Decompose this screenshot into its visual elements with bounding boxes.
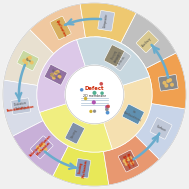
Circle shape	[101, 92, 103, 94]
Circle shape	[25, 62, 27, 65]
Circle shape	[125, 163, 128, 165]
Circle shape	[163, 81, 166, 84]
Circle shape	[40, 144, 43, 147]
Circle shape	[53, 76, 55, 79]
Text: Oxidative
Etching: Oxidative Etching	[108, 48, 121, 64]
Wedge shape	[3, 80, 43, 136]
Circle shape	[92, 101, 95, 104]
Text: 2D membrane: 2D membrane	[83, 94, 106, 98]
Circle shape	[65, 65, 124, 124]
Circle shape	[100, 83, 102, 85]
Circle shape	[106, 112, 109, 114]
Circle shape	[58, 75, 61, 78]
Wedge shape	[4, 30, 54, 85]
Circle shape	[30, 61, 33, 64]
Wedge shape	[104, 135, 159, 185]
FancyBboxPatch shape	[98, 10, 115, 31]
FancyBboxPatch shape	[118, 150, 139, 172]
Text: Surface: Surface	[155, 124, 167, 133]
Circle shape	[171, 83, 173, 86]
FancyBboxPatch shape	[136, 31, 158, 53]
Wedge shape	[77, 37, 149, 85]
FancyBboxPatch shape	[104, 45, 124, 67]
Wedge shape	[13, 121, 68, 176]
Wedge shape	[146, 53, 186, 109]
Wedge shape	[104, 77, 152, 149]
Circle shape	[165, 84, 168, 87]
Text: Functionalization: Functionalization	[6, 100, 35, 112]
Text: Auxiliary: Auxiliary	[141, 36, 153, 48]
Circle shape	[129, 157, 132, 160]
FancyBboxPatch shape	[30, 136, 53, 159]
Text: Knudsen
Diffusion: Knudsen Diffusion	[121, 153, 136, 170]
FancyBboxPatch shape	[44, 64, 67, 85]
Text: Pure: Pure	[24, 57, 32, 64]
Wedge shape	[121, 13, 176, 68]
Wedge shape	[53, 146, 109, 186]
Wedge shape	[135, 104, 185, 159]
Circle shape	[51, 74, 53, 76]
Circle shape	[56, 71, 59, 73]
Wedge shape	[40, 104, 112, 152]
Circle shape	[81, 89, 83, 91]
Circle shape	[54, 72, 57, 74]
Text: Defect: Defect	[85, 86, 104, 91]
Circle shape	[94, 110, 95, 112]
Circle shape	[106, 106, 108, 108]
Text: Application: Application	[55, 19, 67, 37]
Text: Sieving
Mechanism: Sieving Mechanism	[77, 158, 88, 178]
Circle shape	[23, 59, 26, 62]
Circle shape	[127, 158, 130, 160]
Circle shape	[167, 80, 170, 82]
Circle shape	[169, 79, 171, 81]
Wedge shape	[94, 37, 149, 85]
FancyBboxPatch shape	[122, 104, 144, 124]
Wedge shape	[30, 4, 85, 54]
Text: Solution-diffusion
Mechanism: Solution-diffusion Mechanism	[28, 134, 55, 161]
FancyBboxPatch shape	[11, 98, 31, 115]
FancyBboxPatch shape	[150, 118, 172, 139]
Circle shape	[84, 98, 87, 100]
Text: Solution-
diffusion: Solution- diffusion	[49, 68, 63, 81]
Text: Oxidative
Etching: Oxidative Etching	[13, 101, 28, 111]
Text: Ion
Bombardment: Ion Bombardment	[122, 106, 144, 122]
Circle shape	[107, 105, 109, 108]
Text: Composite: Composite	[103, 13, 109, 28]
Circle shape	[131, 162, 133, 164]
Circle shape	[39, 149, 41, 151]
Wedge shape	[37, 40, 85, 112]
Circle shape	[29, 57, 31, 59]
Circle shape	[93, 91, 96, 94]
Circle shape	[90, 110, 92, 112]
FancyBboxPatch shape	[158, 74, 178, 91]
Text: Sieving: Sieving	[71, 128, 79, 139]
Circle shape	[44, 148, 47, 150]
FancyBboxPatch shape	[50, 16, 71, 40]
FancyBboxPatch shape	[75, 158, 91, 178]
FancyBboxPatch shape	[65, 122, 84, 144]
Circle shape	[27, 57, 29, 60]
Circle shape	[106, 108, 108, 111]
Text: Intrinsic
Defects: Intrinsic Defects	[114, 53, 127, 66]
Circle shape	[123, 160, 126, 162]
FancyBboxPatch shape	[17, 50, 39, 71]
FancyBboxPatch shape	[109, 48, 131, 71]
Circle shape	[3, 3, 186, 186]
Wedge shape	[80, 3, 136, 43]
Circle shape	[37, 146, 39, 149]
Circle shape	[42, 143, 45, 146]
